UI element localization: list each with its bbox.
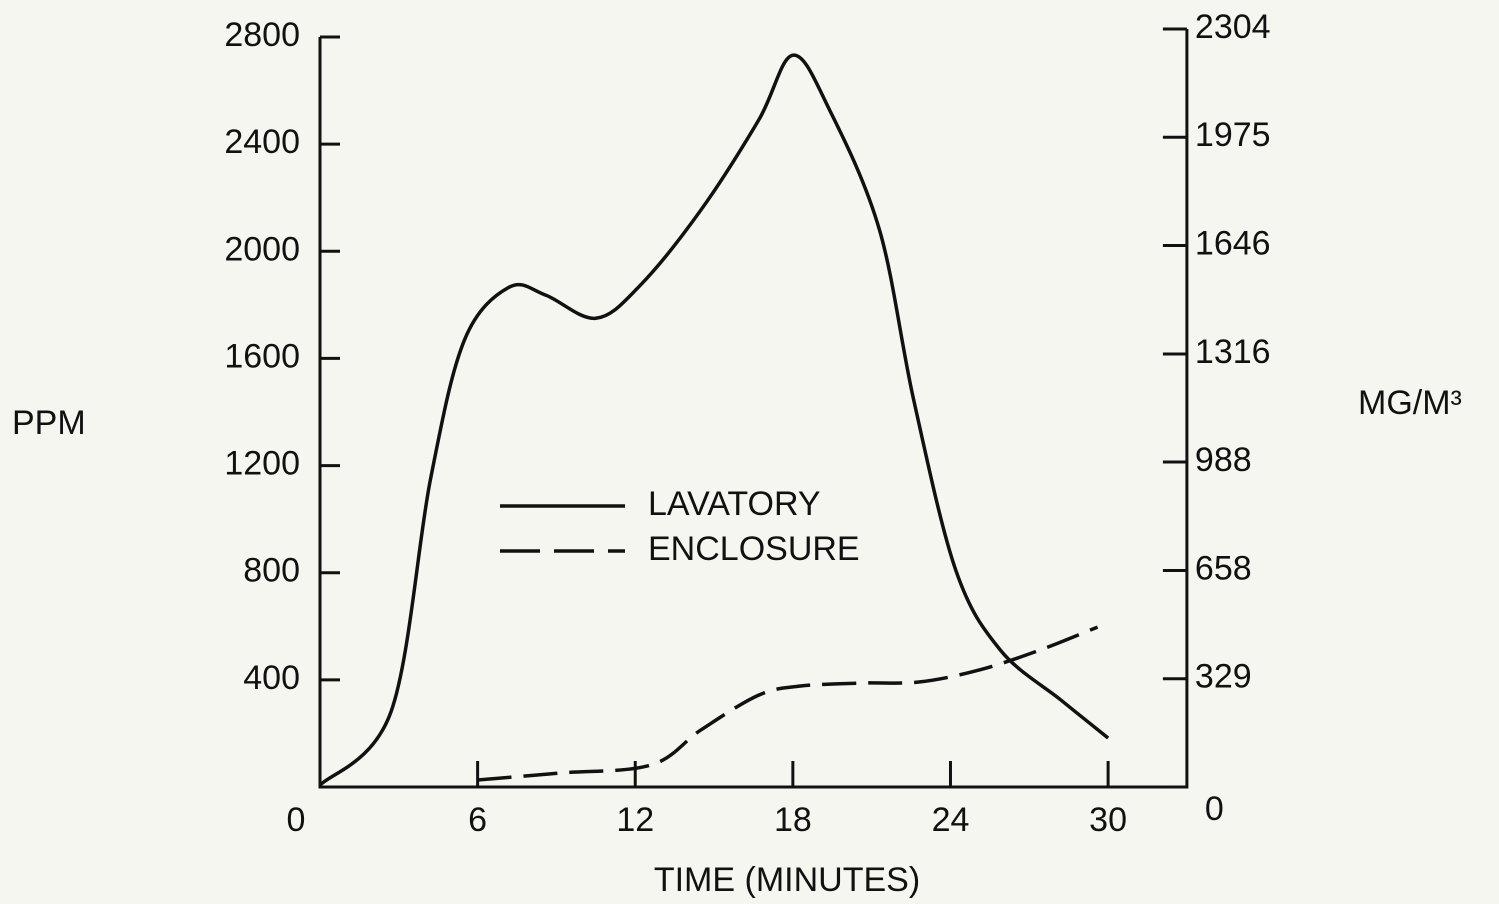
y2-tick-label: 1316 — [1195, 333, 1271, 371]
y-tick-label: 2000 — [224, 230, 300, 268]
y-axis-title: PPM — [12, 404, 86, 442]
y-tick-label: 2400 — [224, 123, 300, 161]
y-tick-label: 1200 — [224, 445, 300, 483]
y-tick-label: 400 — [243, 659, 300, 697]
y-tick-label: 2800 — [224, 16, 300, 54]
x-tick-label: 30 — [1089, 801, 1127, 839]
axis-frame — [318, 29, 1189, 789]
y2-tick-label: 329 — [1195, 658, 1252, 696]
x-tick-label: 24 — [932, 801, 970, 839]
x-tick-label: 18 — [774, 801, 812, 839]
legend-label: ENCLOSURE — [648, 530, 860, 568]
y2-tick-label: 988 — [1195, 441, 1252, 479]
x-tick-label: 0 — [287, 801, 306, 839]
data-line — [477, 625, 1099, 782]
y2-tick-label: 2304 — [1195, 8, 1271, 46]
x-tick-label: 6 — [468, 801, 487, 839]
y-tick-label: 800 — [243, 552, 300, 590]
y2-tick-label: 1646 — [1195, 224, 1271, 262]
y2-tick-label: 1975 — [1195, 116, 1271, 154]
y2-tick-label: 0 — [1205, 790, 1224, 828]
legend-label: LAVATORY — [648, 485, 821, 523]
y2-tick-label: 658 — [1195, 550, 1252, 588]
data-line — [318, 53, 1110, 787]
y-tick-label: 1600 — [224, 337, 300, 375]
x-tick-label: 12 — [616, 801, 654, 839]
y2-axis-title: MG/M³ — [1358, 384, 1462, 422]
x-axis-title: TIME (MINUTES) — [654, 861, 920, 899]
